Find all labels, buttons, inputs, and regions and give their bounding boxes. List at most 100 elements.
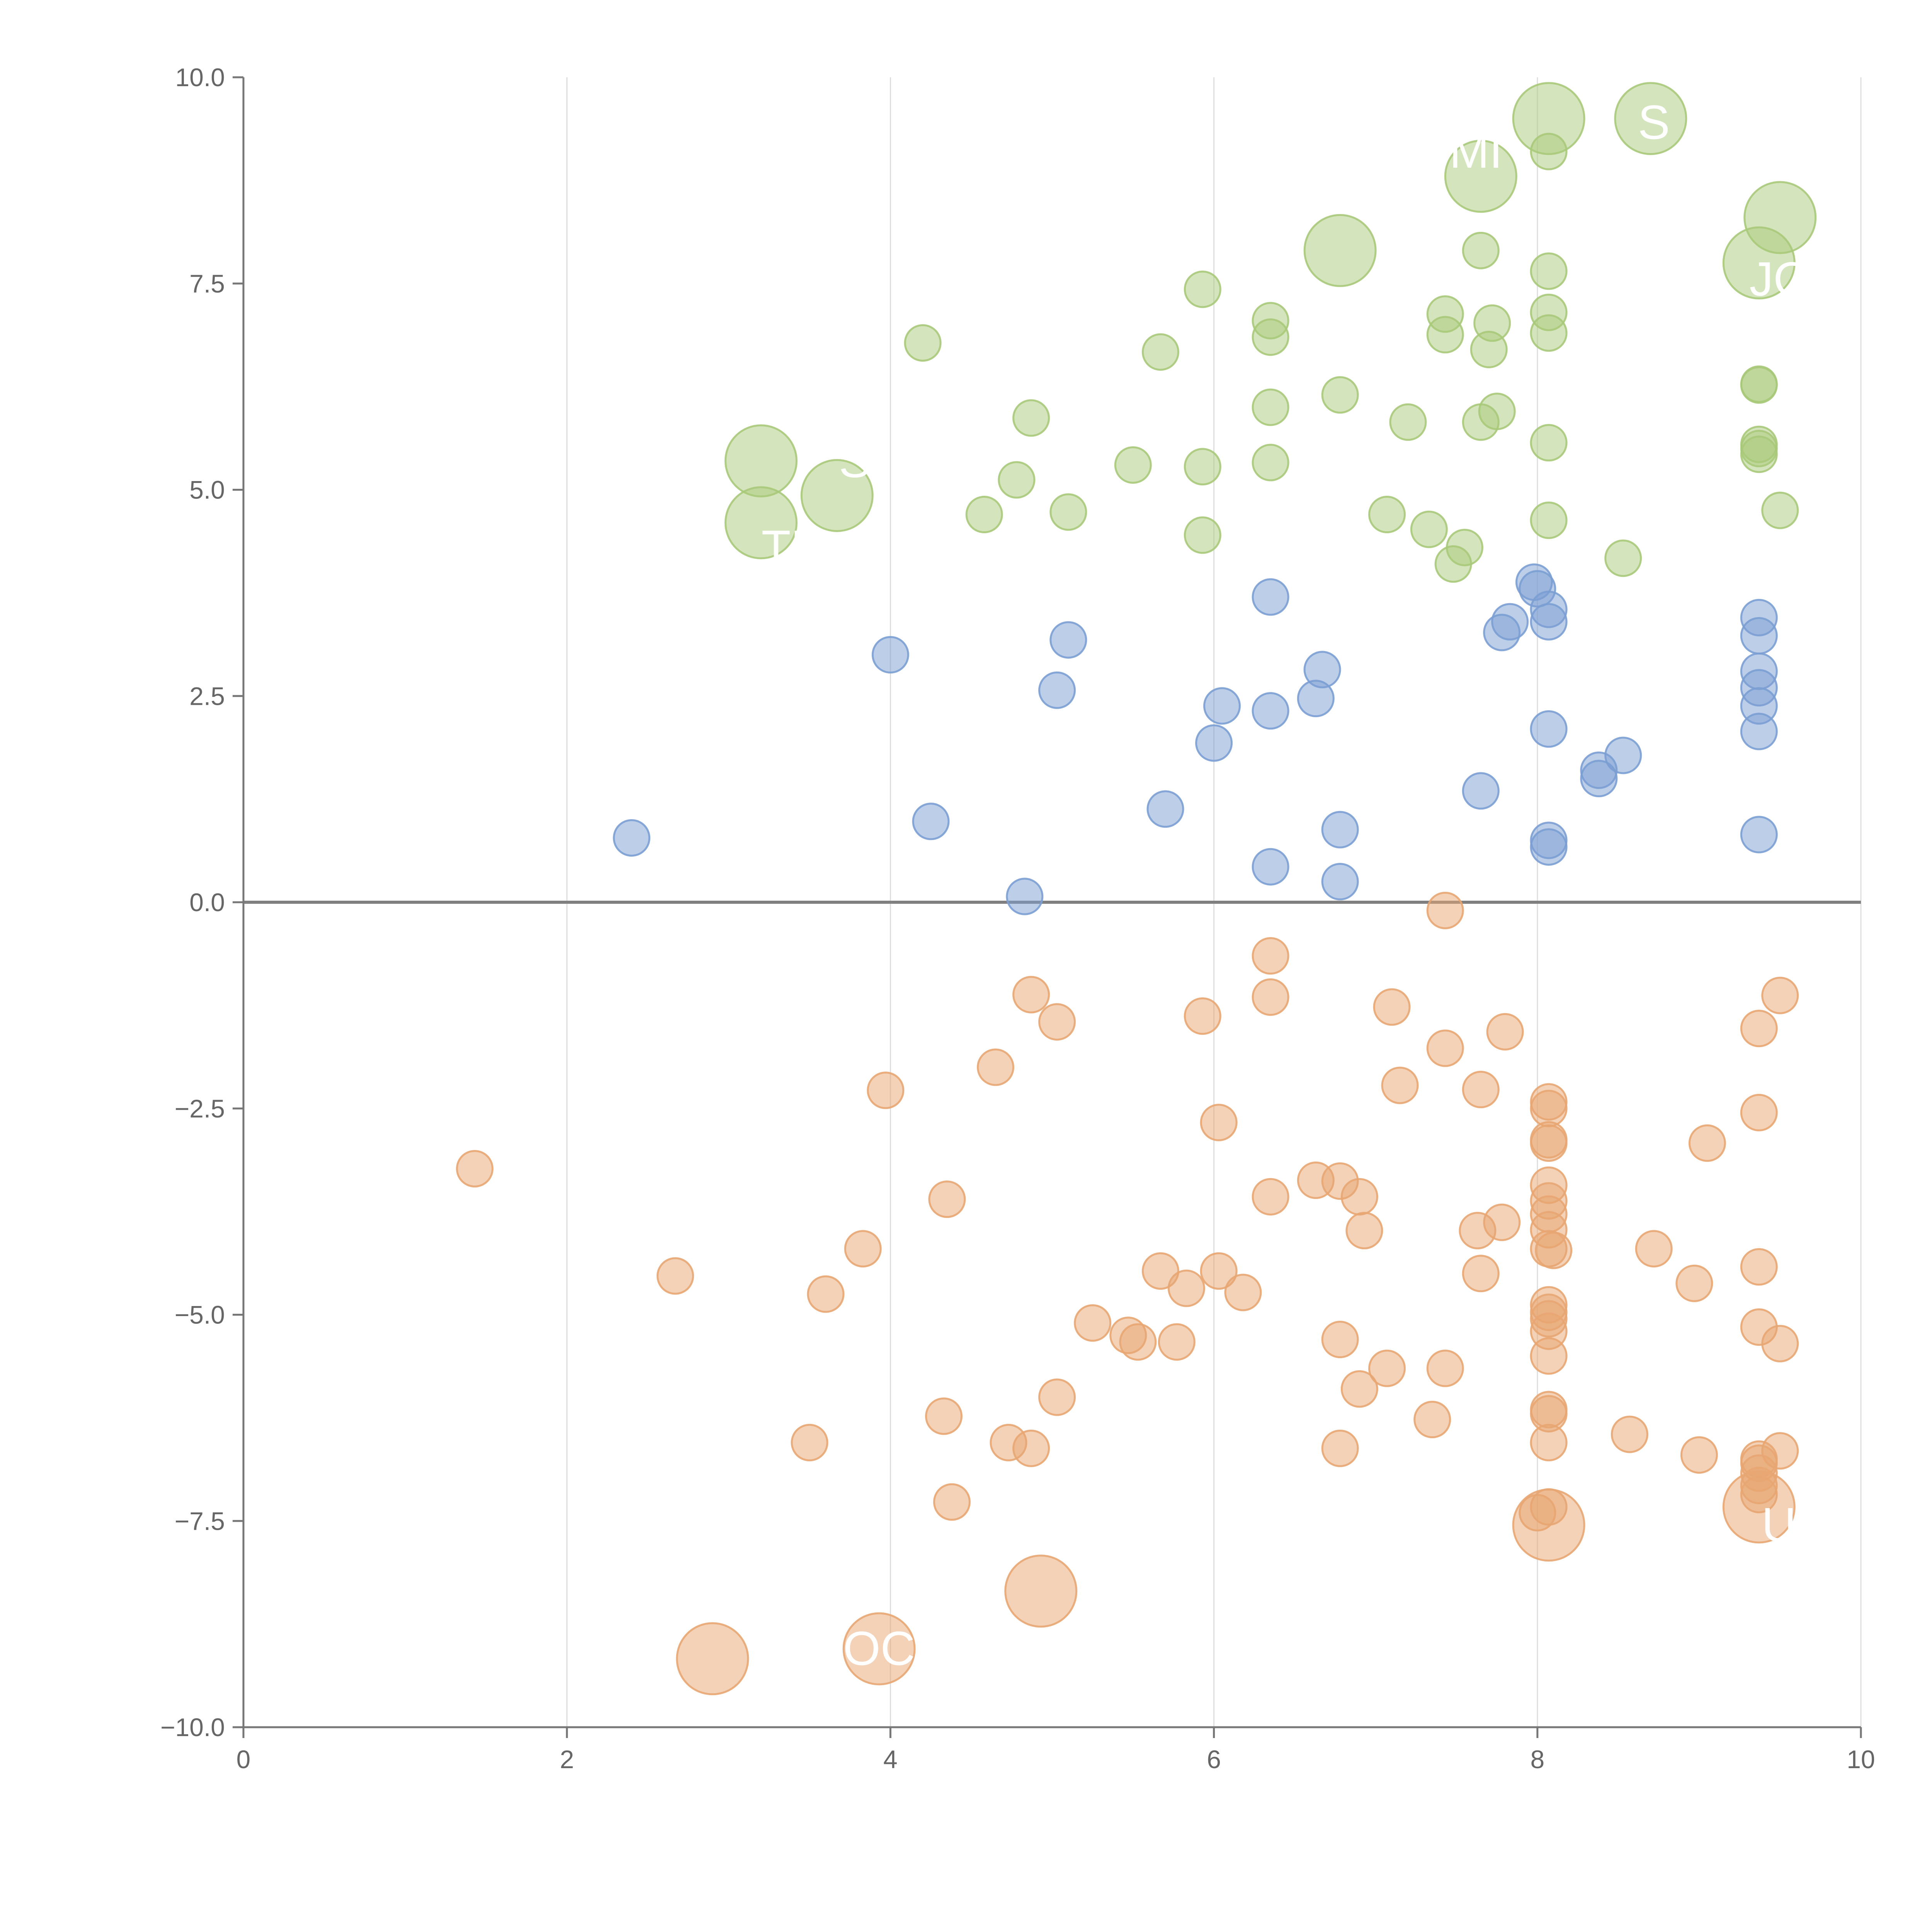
data-point-low [925,1397,963,1435]
point-label: TR [762,521,825,574]
data-point-low [1635,1230,1673,1268]
data-point-mid [1146,790,1184,828]
data-point-low [456,1150,494,1188]
data-point-low [1340,1370,1378,1408]
data-point-low [1119,1323,1157,1361]
data-point-low [976,1048,1014,1086]
data-point-low [1462,1255,1500,1293]
data-point-mid [1049,621,1087,659]
point-label: S [1638,96,1670,149]
data-point-low [1530,1423,1568,1461]
point-labels: S MI O JO S TR UN OC [762,96,1831,1675]
data-point-low [1761,1325,1799,1362]
data-point-mid [1580,760,1618,798]
data-point-high [800,459,874,532]
data-point-low [1340,1178,1378,1216]
data-point-low [1038,1378,1076,1416]
data-point-low [1413,1401,1451,1439]
point-label: OC [843,1622,915,1675]
data-point-low [807,1275,845,1313]
data-point-mid [1006,878,1044,915]
y-tick-label: 2.5 [189,682,225,710]
data-point-low [791,1423,828,1461]
data-point-high [1722,226,1796,299]
data-point-high [1368,496,1406,534]
x-tick-label: 2 [560,1745,574,1774]
data-point-high [904,324,942,362]
data-point-high [724,486,798,560]
data-point-high [965,496,1003,534]
data-point-low [1141,1252,1179,1290]
data-point-mid [1740,816,1778,854]
data-point-low [1038,1003,1076,1041]
data-point-low [1761,976,1799,1014]
data-point-low [1426,1029,1464,1067]
y-tick-label: −2.5 [175,1094,225,1123]
data-point-low [1483,1203,1521,1241]
y-tick-label: 10.0 [175,63,225,92]
data-point-high [1252,444,1289,481]
data-point-low [1252,1178,1289,1216]
y-tick-label: 5.0 [189,476,225,504]
data-point-low [842,1612,916,1685]
y-tick-label: 0.0 [189,888,225,917]
data-point-low [1004,1554,1078,1628]
data-point-high [1740,435,1778,473]
data-point-high [1303,214,1377,287]
data-point-low [1535,1231,1573,1269]
data-point-low [1012,1429,1050,1467]
data-point-high [1426,316,1464,354]
x-tick-label: 0 [236,1745,251,1774]
data-point-low [1611,1415,1648,1453]
data-point-mid [1740,713,1778,750]
data-point-high [1604,539,1642,577]
data-point-low [1512,1488,1585,1562]
data-point-low [844,1230,882,1268]
data-point-high [1321,376,1359,414]
data-point-low [867,1071,905,1109]
data-point-high [1049,493,1087,531]
data-point-high [1012,399,1050,437]
data-point-high [1530,133,1568,170]
data-point-high [1184,448,1221,486]
data-point-high [1462,231,1500,269]
x-tick-label: 4 [883,1745,898,1774]
data-point-mid [1321,863,1359,901]
y-tick-label: −7.5 [175,1507,225,1535]
data-point-high [998,461,1036,499]
point-label: JO [1749,253,1810,306]
data-point-low [1252,978,1289,1016]
data-point-low [1740,1010,1778,1048]
data-point-high [1389,403,1427,441]
data-point-mid [1740,617,1778,655]
data-point-low [1184,997,1221,1035]
data-point-mid [1462,772,1500,810]
data-point-high [1410,510,1448,548]
data-point-low [1486,1013,1524,1051]
data-point-low [1688,1124,1726,1162]
y-tick-label: 7.5 [189,269,225,298]
data-point-mid [871,636,909,673]
data-point-high [1470,331,1508,369]
x-tick-label: 8 [1530,1745,1544,1774]
data-point-high [1761,492,1799,529]
point-label: O [1386,211,1423,265]
data-point-mid [1530,710,1568,748]
data-point-high [1462,403,1500,441]
data-point-mid [1321,811,1359,849]
data-point-high [1252,388,1289,426]
data-point-low [933,1483,971,1521]
data-point-low [1074,1304,1112,1342]
data-point-high [1614,82,1687,155]
data-point-mid [1297,680,1335,718]
data-point-low [656,1257,694,1295]
data-point-low [1200,1252,1238,1290]
data-point-low [1381,1066,1419,1104]
data-point-low [1680,1436,1718,1474]
data-point-mid [912,803,950,840]
data-point-low [1675,1264,1713,1302]
data-point-high [1252,318,1289,356]
data-point-low [1740,1094,1778,1131]
data-point-high [1114,446,1152,484]
data-point-low [1012,976,1050,1014]
